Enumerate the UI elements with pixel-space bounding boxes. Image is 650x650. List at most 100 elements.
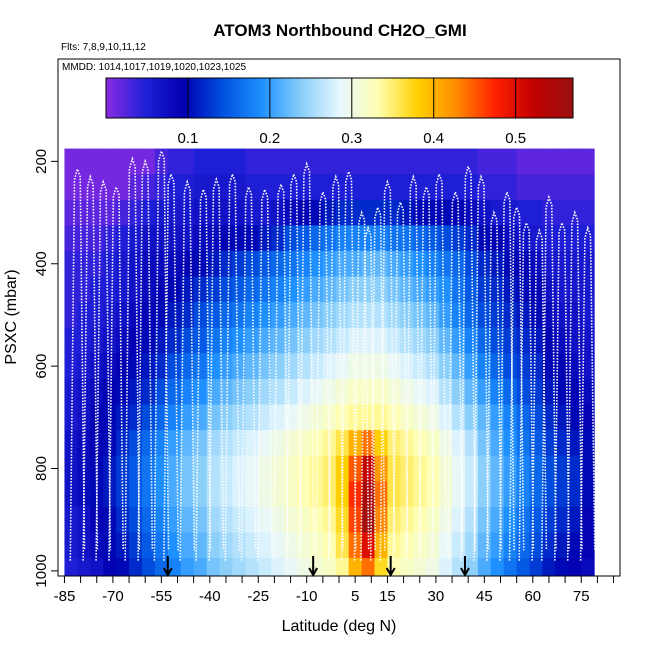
flight-profile-line (531, 227, 548, 561)
heatmap-cell (426, 558, 440, 577)
heatmap-cell (245, 532, 259, 559)
heatmap-cell (258, 199, 272, 226)
heatmap-cell (141, 327, 156, 354)
heatmap-cell (141, 455, 156, 482)
heatmap-cell (361, 174, 376, 201)
x-tick-label: 45 (476, 588, 493, 605)
heatmap-cell (180, 353, 195, 380)
heatmap-cell (180, 506, 195, 533)
heatmap-cell (116, 302, 130, 329)
heatmap-cell (503, 558, 518, 577)
heatmap-cell (568, 174, 582, 201)
heatmap-cell (348, 353, 363, 380)
heatmap-cell (129, 353, 143, 380)
heatmap-cell (167, 276, 182, 303)
heatmap-cell (284, 327, 298, 354)
heatmap-cell (206, 199, 220, 226)
heatmap-cell (90, 404, 104, 431)
heatmap-cell (426, 353, 440, 380)
heatmap-cell (387, 148, 401, 175)
colorbar-ticks: 0.1 0.2 0.3 0.4 0.5 (178, 78, 526, 147)
heatmap-cell (400, 455, 414, 482)
heatmap-cell (297, 148, 311, 175)
heatmap-cell (129, 276, 143, 303)
heatmap-cell (64, 353, 78, 380)
heatmap-cell (245, 250, 259, 278)
heatmap-cell (529, 430, 543, 457)
heatmap-cell (426, 404, 440, 431)
heatmap-cell (116, 404, 130, 431)
heatmap-cell (232, 532, 246, 559)
heatmap-cell (219, 199, 233, 226)
heatmap-cell (141, 558, 156, 577)
heatmap-cell (400, 174, 414, 201)
heatmap-cell (555, 250, 569, 278)
flight-profile-line (486, 210, 502, 561)
heatmap-cell (245, 174, 259, 201)
heatmap-cell (439, 148, 453, 175)
heatmap-cell (464, 276, 479, 303)
heatmap-cell (180, 481, 195, 508)
heatmap-cell (77, 327, 91, 354)
heatmap-cell (116, 558, 130, 577)
heatmap-cell (245, 148, 259, 175)
heatmap-cell (568, 250, 582, 278)
heatmap-cell (555, 378, 569, 406)
heatmap-cell (90, 506, 104, 533)
heatmap-cell (116, 327, 130, 354)
heatmap-cell (167, 506, 182, 533)
heatmap-cell (167, 532, 182, 559)
heatmap-cell (503, 378, 518, 406)
heatmap-cell (400, 250, 414, 278)
heatmap-cell (116, 353, 130, 380)
heatmap-cell (232, 148, 246, 175)
heatmap-cell (452, 532, 466, 559)
heatmap-cell (77, 225, 91, 252)
heatmap-cell (141, 481, 156, 508)
heatmap-cell (374, 353, 388, 380)
heatmap-cell (193, 174, 208, 201)
heatmap-cell (154, 302, 169, 329)
heatmap-cell (464, 532, 479, 559)
heatmap-cell (232, 327, 246, 354)
heatmap-cell (284, 353, 298, 380)
heatmap-cell (413, 148, 427, 175)
heatmap-cell (387, 404, 401, 431)
heatmap-cell (400, 302, 414, 329)
heatmap-cell (154, 174, 169, 201)
heatmap-cell (426, 250, 440, 278)
heatmap-cell (297, 558, 311, 577)
heatmap-cell (426, 174, 440, 201)
heatmap-cell (322, 353, 337, 380)
colorbar-tick-label: 0.4 (423, 130, 444, 147)
heatmap-cell (206, 481, 220, 508)
heatmap-cell (529, 199, 543, 226)
colorbar-tick-label: 0.3 (341, 130, 362, 147)
heatmap-cell (555, 558, 569, 577)
heatmap-cell (309, 378, 324, 406)
colorbar-tick-label: 0.1 (178, 130, 199, 147)
heatmap-cell (116, 199, 130, 226)
heatmap-cell (180, 455, 195, 482)
heatmap-cell (219, 174, 233, 201)
flight-profile-line (273, 181, 289, 561)
heatmap-cell (348, 558, 363, 577)
heatmap-cell (413, 506, 427, 533)
heatmap-cell (193, 250, 208, 278)
heatmap-cell (232, 250, 246, 278)
heatmap-cell (503, 148, 518, 175)
heatmap-cell (555, 430, 569, 457)
heatmap-cell (413, 353, 427, 380)
heatmap-cell (271, 327, 285, 354)
heatmap-cell (490, 174, 505, 201)
heatmap-cell (490, 225, 505, 252)
heatmap-cell (516, 302, 531, 329)
flight-profiles (69, 148, 596, 561)
flight-profile-line (369, 204, 386, 561)
flight-profile-line (208, 176, 225, 561)
heatmap-cell (77, 506, 91, 533)
colorbar: 0.1 0.2 0.3 0.4 0.5 (105, 77, 574, 147)
heatmap-cell (374, 558, 388, 577)
heatmap-cell (167, 327, 182, 354)
heatmap-cell (154, 250, 169, 278)
